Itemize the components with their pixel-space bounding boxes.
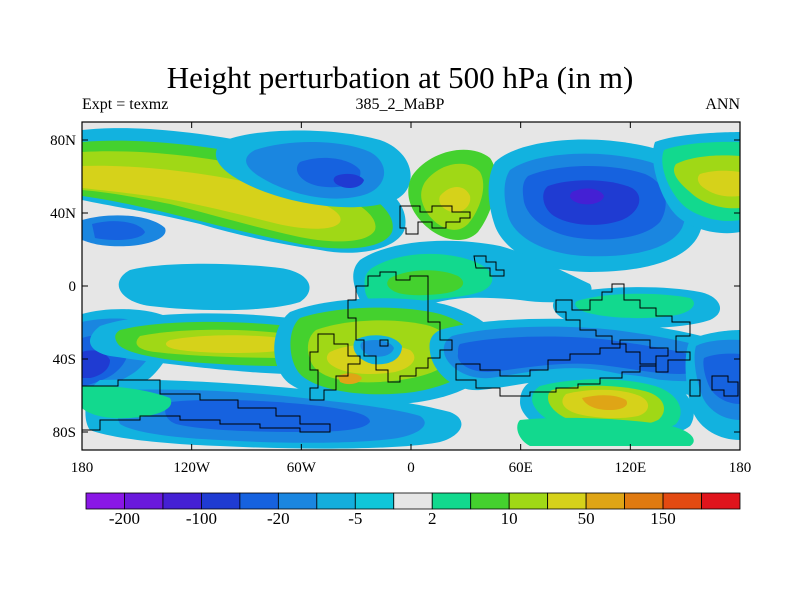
- colorbar-swatch: [470, 492, 510, 510]
- contour-region: [517, 417, 694, 446]
- colorbar-label: -20: [267, 509, 290, 528]
- contour-region: [82, 350, 110, 378]
- contour-region: [165, 335, 294, 353]
- colorbar-swatch: [354, 492, 395, 510]
- colorbar-swatch: [239, 492, 279, 510]
- colorbar: -200 -100 -20 -5 2 10 50 150: [85, 492, 741, 528]
- colorbar-swatch: [393, 492, 433, 510]
- colorbar-swatch: [277, 492, 318, 510]
- contour-region: [570, 188, 604, 205]
- colorbar-swatch: [201, 492, 241, 510]
- contour-region: [703, 353, 740, 404]
- colorbar-swatch: [701, 492, 741, 510]
- coastline-south-america: [309, 333, 361, 401]
- coastline-south-atlantic-islands: [379, 339, 389, 347]
- lon-tick-label: 180: [71, 460, 94, 476]
- coastline-africa-west: [347, 271, 453, 383]
- colorbar-swatch: [316, 492, 356, 510]
- season-label: ANN: [705, 96, 740, 113]
- contour-region: [575, 293, 694, 319]
- coastline-asia: [555, 283, 691, 373]
- colorbar-label: -5: [348, 509, 362, 528]
- coastline-southern-ocean: [82, 379, 331, 433]
- latitude-axis: 80N 40N 0 40S 80S: [50, 133, 740, 441]
- run-label: 385_2_MaBP: [355, 96, 445, 113]
- lat-tick-label: 40S: [53, 352, 76, 368]
- coastline-new-zealand: [689, 379, 701, 397]
- colorbar-swatch: [662, 492, 702, 510]
- lat-tick-label: 80N: [50, 133, 76, 149]
- coastline-mediterranean: [473, 255, 505, 277]
- lon-tick-label: 0: [407, 460, 415, 476]
- lat-tick-label: 40N: [50, 206, 76, 222]
- coastline-europe: [399, 205, 471, 235]
- colorbar-label: 150: [650, 509, 676, 528]
- contour-region: [457, 336, 708, 374]
- coastline-pacific-southeast: [711, 375, 739, 397]
- contour-region: [82, 165, 341, 229]
- lon-tick-label: 60W: [287, 460, 317, 476]
- contour-region: [582, 395, 628, 410]
- map-title: Height perturbation at 500 hPa (in m): [166, 60, 634, 95]
- lon-tick-label: 120E: [614, 460, 646, 476]
- colorbar-swatch: [162, 492, 202, 510]
- contour-region: [118, 263, 310, 311]
- coastline-antarctic-east: [455, 339, 669, 397]
- contour-region: [92, 221, 145, 240]
- coastlines: [82, 205, 739, 433]
- colorbar-label: -100: [186, 509, 217, 528]
- colorbar-swatch: [585, 492, 625, 510]
- colorbar-swatch: [85, 492, 125, 510]
- lon-tick-label: 120W: [173, 460, 211, 476]
- colorbar-swatch: [624, 492, 664, 510]
- lon-tick-label: 60E: [509, 460, 533, 476]
- contour-field: [82, 122, 740, 450]
- contour-region: [697, 170, 740, 197]
- colorbar-label: 2: [428, 509, 437, 528]
- contour-region: [82, 385, 172, 419]
- contour-region: [387, 270, 464, 296]
- lon-tick-label: 180: [729, 460, 752, 476]
- lat-tick-label: 0: [69, 279, 77, 295]
- colorbar-swatch: [547, 492, 587, 510]
- contour-region: [333, 173, 364, 188]
- colorbar-label: 10: [501, 509, 518, 528]
- contour-region: [360, 340, 394, 357]
- colorbar-label: 50: [578, 509, 595, 528]
- lat-tick-label: 80S: [53, 425, 76, 441]
- longitude-axis: 180 120W 60W 0 60E 120E 180: [71, 122, 752, 476]
- colorbar-swatch: [508, 492, 549, 510]
- experiment-label: Expt = texmz: [82, 96, 169, 113]
- colorbar-swatch: [124, 492, 164, 510]
- colorbar-swatch: [431, 492, 472, 510]
- colorbar-label: -200: [109, 509, 140, 528]
